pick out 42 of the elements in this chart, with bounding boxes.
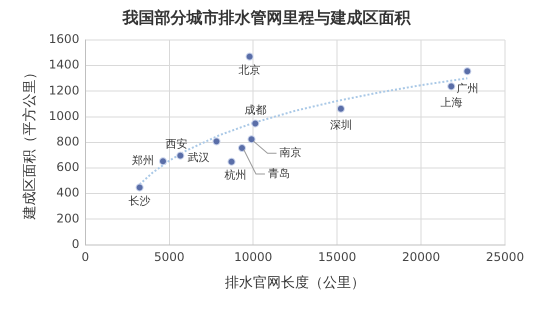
y-axis-title: 建成区面积（平方公里）	[22, 65, 38, 220]
point	[251, 119, 260, 128]
point	[238, 144, 246, 152]
y-tick-label: 1400	[48, 58, 80, 72]
annotation: 北京	[238, 64, 261, 76]
point	[212, 137, 220, 146]
x-tick-label: 10000	[234, 250, 272, 264]
annotation: 广州	[456, 82, 478, 96]
annotation: 西安	[165, 137, 188, 150]
y-tick-label: 1600	[48, 32, 80, 46]
x-tick-label: 0	[82, 250, 90, 264]
x-tick-label: 25000	[486, 250, 524, 264]
annotation: 深圳	[330, 118, 352, 132]
y-tick-label: 600	[56, 160, 80, 174]
y-tick-label: 1200	[48, 83, 80, 98]
annotation: 长沙	[128, 194, 151, 208]
chart-title: 我国部分城市排水管网里程与建成区面积	[121, 8, 412, 29]
point	[176, 152, 184, 160]
x-tick-label: 15000	[318, 250, 356, 264]
annotation: 上海	[440, 96, 462, 110]
point	[336, 104, 345, 113]
x-axis-title: 排水官网长度（公里）	[225, 275, 366, 292]
annotation: 杭州	[224, 168, 247, 182]
y-tick-label: 200	[56, 211, 80, 226]
point	[136, 183, 144, 192]
y-tick-label: 1000	[48, 108, 80, 123]
point	[447, 82, 456, 90]
y-tick-label: 800	[56, 134, 80, 149]
point	[158, 157, 167, 166]
point	[246, 52, 254, 61]
annotation: 成都	[244, 103, 266, 116]
x-tick-label: 20000	[402, 250, 440, 264]
annotation: 青岛	[268, 166, 290, 180]
annotation: 武汉	[187, 151, 210, 164]
x-tick-label: 5000	[154, 250, 185, 264]
point	[248, 135, 256, 144]
y-tick-label: 0	[72, 236, 80, 251]
annotation: 南京	[280, 146, 302, 160]
point	[463, 67, 472, 76]
y-tick-label: 400	[56, 186, 80, 200]
annotation: 郑州	[132, 154, 154, 168]
point	[228, 158, 236, 166]
